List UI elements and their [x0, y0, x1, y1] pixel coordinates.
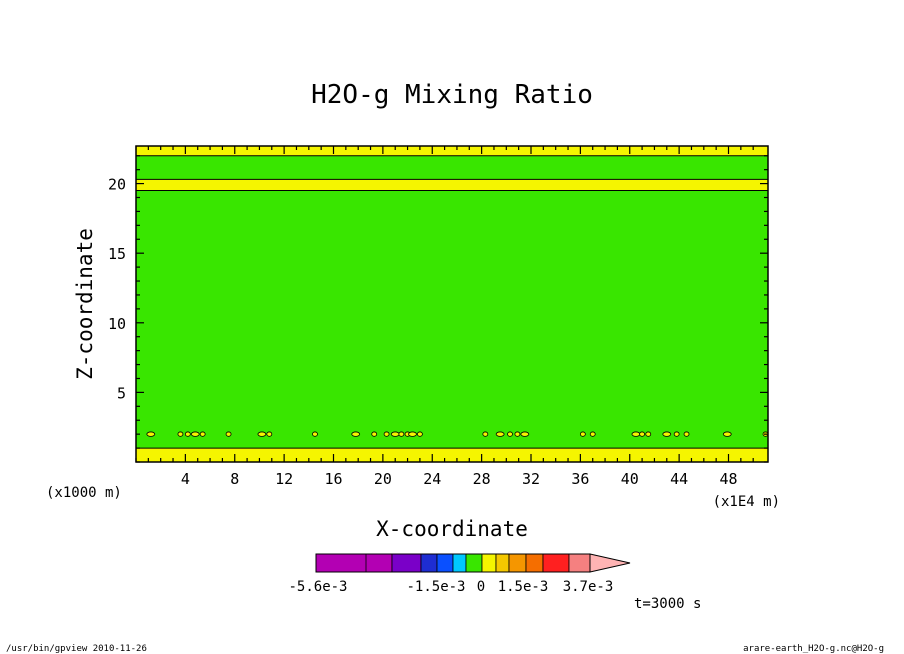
colorbar-label: -5.6e-3 — [288, 579, 347, 595]
contour-blob — [683, 431, 690, 437]
contour-blob — [507, 431, 513, 437]
colorbar-swatch — [542, 553, 570, 573]
x-tick-label: 8 — [230, 470, 239, 488]
contour-blob — [177, 431, 184, 437]
y-unit-label: (x1000 m) — [46, 485, 122, 501]
plot-area — [135, 145, 769, 463]
contour-blob — [225, 431, 232, 437]
contour-blob — [639, 431, 645, 437]
footer-right: arare-earth_H2O-g.nc@H2O-g — [743, 644, 884, 654]
contour-blob — [579, 431, 586, 437]
colorbar-swatch — [391, 553, 422, 573]
contour-region — [136, 448, 768, 462]
colorbar-swatch — [436, 553, 454, 573]
x-tick-label: 20 — [374, 470, 392, 488]
colorbar-swatch — [525, 553, 544, 573]
contour-region — [136, 190, 768, 449]
x-tick-label: 36 — [571, 470, 589, 488]
contour-blob — [589, 431, 596, 437]
contour-blob — [390, 431, 400, 437]
contour-region — [136, 146, 768, 156]
y-tick-label: 5 — [117, 384, 126, 402]
contour-region — [136, 155, 768, 180]
colorbar-swatch — [495, 553, 510, 573]
contour-blob — [662, 431, 672, 437]
contour-blob — [722, 431, 732, 437]
colorbar-swatch — [420, 553, 438, 573]
colorbar-label: 1.5e-3 — [498, 579, 549, 595]
colorbar-arrow — [589, 553, 631, 573]
contour-blob — [520, 431, 530, 437]
contour-blob — [408, 431, 417, 437]
colorbar-swatch — [481, 553, 497, 573]
contour-blob — [199, 431, 206, 437]
y-tick-labels: 5 10 15 20 — [108, 176, 126, 403]
y-axis-ticks — [136, 155, 768, 463]
colorbar-swatch — [365, 553, 393, 573]
contour-blob — [257, 431, 267, 437]
contour-blob — [312, 431, 318, 437]
x-tick-label: 32 — [522, 470, 540, 488]
contour-blob — [190, 431, 200, 437]
contour-blob — [514, 431, 521, 437]
contour-blob — [371, 431, 378, 437]
colorbar-swatch — [465, 553, 483, 573]
contour-blob — [645, 431, 652, 437]
contour-blob — [495, 431, 505, 437]
y-axis-label: Z-coordinate — [73, 228, 97, 380]
colorbar-swatch — [452, 553, 467, 573]
colorbar-label: -1.5e-3 — [406, 579, 465, 595]
colorbar-label: 0 — [477, 579, 485, 595]
colorbar-swatch — [568, 553, 591, 573]
contour-blob — [482, 431, 489, 437]
contour-blob — [398, 431, 405, 437]
chart-title: H2O-g Mixing Ratio — [311, 80, 593, 110]
x-tick-label: 12 — [275, 470, 293, 488]
x-tick-label: 44 — [670, 470, 688, 488]
x-tick-label: 40 — [621, 470, 639, 488]
contour-blob — [417, 431, 423, 437]
contour-blob — [266, 431, 273, 437]
contour-blobs — [146, 431, 769, 437]
contour-blob — [631, 431, 641, 437]
y-tick-label: 10 — [108, 315, 126, 333]
contour-region — [136, 179, 768, 191]
y-tick-label: 20 — [108, 176, 126, 194]
x-tick-labels: 4 8 12 16 20 24 28 32 36 40 44 48 — [181, 470, 738, 488]
x-unit-label: (x1E4 m) — [713, 494, 780, 510]
contour-blob — [673, 431, 680, 437]
contour-blob — [351, 431, 361, 437]
x-tick-label: 16 — [324, 470, 342, 488]
contour-regions — [136, 146, 768, 462]
time-label: t=3000 s — [634, 596, 701, 612]
colorbar-swatch — [508, 553, 527, 573]
colorbar-label: 3.7e-3 — [563, 579, 614, 595]
x-tick-label: 4 — [181, 470, 190, 488]
contour-blob — [146, 431, 156, 437]
contour-blob — [383, 431, 390, 437]
plot-frame — [135, 145, 769, 463]
footer-left: /usr/bin/gpview 2010-11-26 — [6, 644, 147, 654]
y-tick-label: 15 — [108, 245, 126, 263]
x-tick-label: 48 — [719, 470, 737, 488]
x-tick-label: 28 — [473, 470, 491, 488]
colorbar: -5.6e-3 -1.5e-3 0 1.5e-3 3.7e-3 — [288, 553, 631, 595]
x-tick-label: 24 — [423, 470, 441, 488]
contour-blob — [184, 431, 191, 437]
colorbar-swatch — [341, 554, 366, 572]
colorbar-swatch — [316, 554, 341, 572]
x-axis-label: X-coordinate — [376, 517, 528, 541]
